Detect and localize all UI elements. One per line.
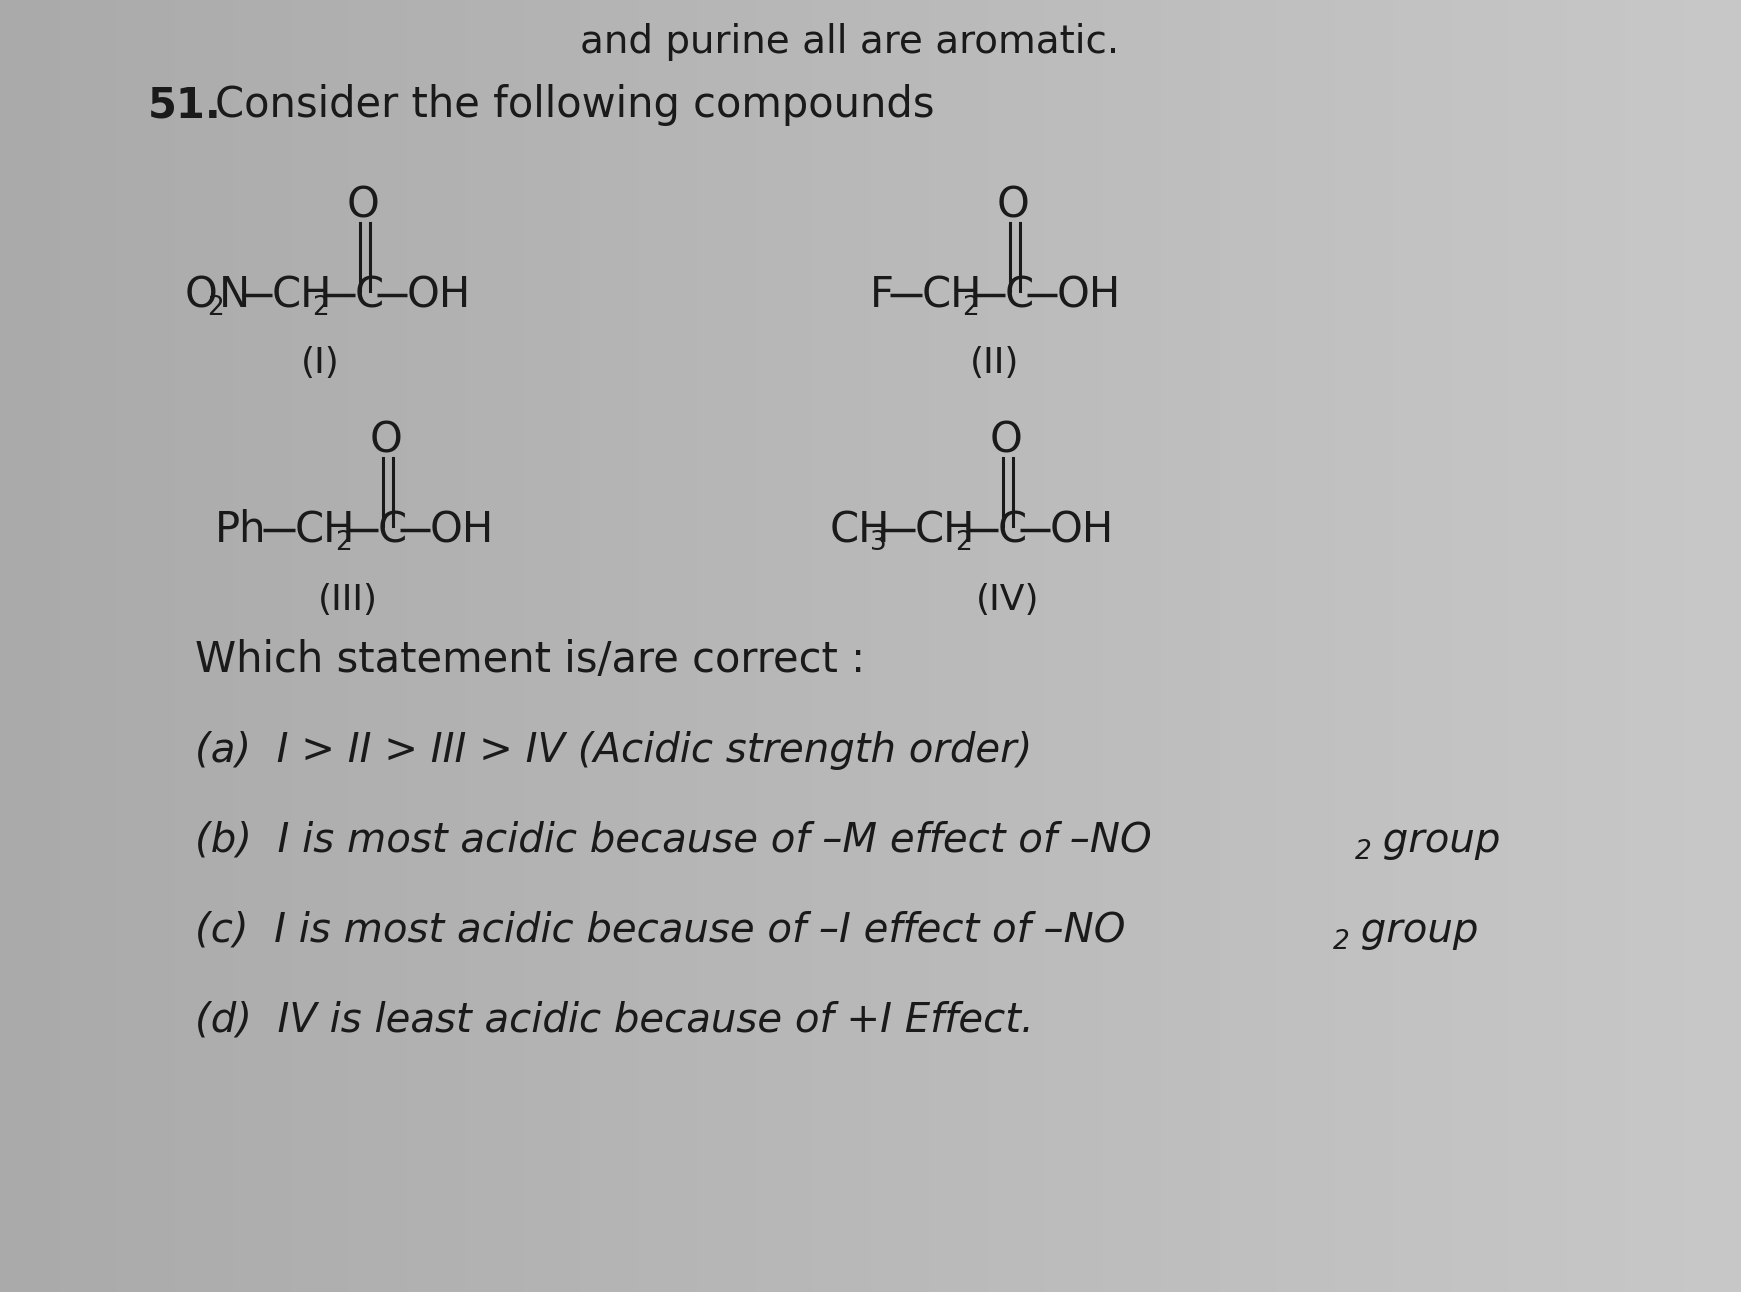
Text: OH: OH [407,274,472,317]
Text: C: C [998,509,1027,550]
Text: O: O [185,274,218,317]
Text: Which statement is/are correct :: Which statement is/are correct : [195,640,865,681]
Text: CH: CH [272,274,333,317]
Text: 2: 2 [956,530,971,556]
Text: O: O [989,419,1022,461]
Text: (c)  I is most acidic because of –I effect of –NO: (c) I is most acidic because of –I effec… [195,911,1125,950]
Text: 2: 2 [963,295,978,320]
Text: C: C [378,509,407,550]
Text: C: C [1005,274,1034,317]
Text: (d)  IV is least acidic because of +I Effect.: (d) IV is least acidic because of +I Eff… [195,1000,1034,1040]
Text: CH: CH [923,274,982,317]
Text: group: group [1370,820,1501,859]
Text: 2: 2 [1334,929,1349,955]
Text: (a)  I > II > III > IV (Acidic strength order): (a) I > II > III > IV (Acidic strength o… [195,730,1032,770]
Text: CH: CH [830,509,890,550]
Text: C: C [355,274,385,317]
Text: 2: 2 [334,530,352,556]
Text: CH: CH [294,509,355,550]
Text: OH: OH [1050,509,1114,550]
Text: (IV): (IV) [977,583,1039,618]
Text: (b)  I is most acidic because of –M effect of –NO: (b) I is most acidic because of –M effec… [195,820,1151,859]
Text: 2: 2 [207,295,225,320]
Text: (I): (I) [301,346,339,380]
Text: F: F [870,274,893,317]
Text: (III): (III) [319,583,378,618]
Text: OH: OH [430,509,494,550]
Text: and purine all are aromatic.: and purine all are aromatic. [580,23,1119,61]
Text: Consider the following compounds: Consider the following compounds [214,84,935,127]
Text: O: O [346,183,380,226]
Text: 3: 3 [870,530,886,556]
Text: OH: OH [1057,274,1121,317]
Text: 51.: 51. [148,84,221,127]
Text: 2: 2 [312,295,329,320]
Text: N: N [219,274,251,317]
Text: 2: 2 [1354,839,1372,866]
Text: CH: CH [916,509,975,550]
Text: O: O [369,419,402,461]
Text: group: group [1348,911,1478,950]
Text: Ph: Ph [214,509,266,550]
Text: O: O [996,183,1029,226]
Text: (II): (II) [970,346,1020,380]
